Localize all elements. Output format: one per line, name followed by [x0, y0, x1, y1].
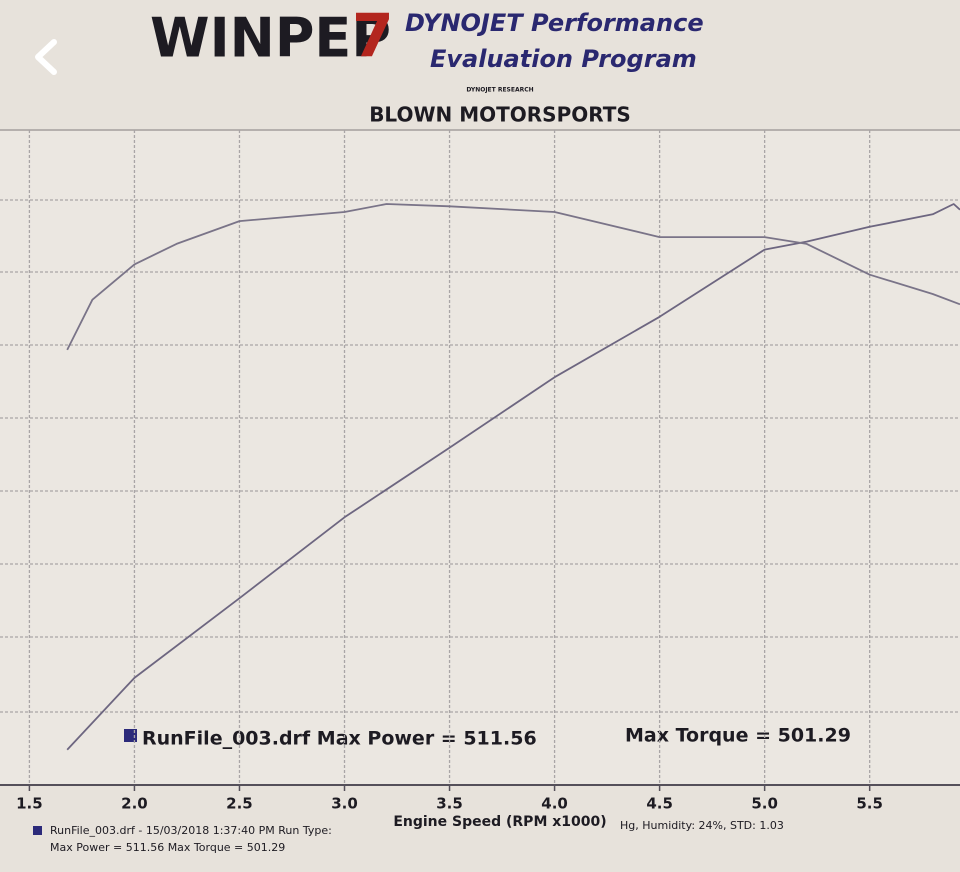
footer-line1-right: Hg, Humidity: 24%, STD: 1.03: [620, 819, 784, 832]
brand: WINPEP: [150, 7, 391, 70]
header-line1: DYNOJET Performance: [405, 9, 704, 37]
plot-area: [0, 130, 960, 785]
x-tick-label: 2.0: [121, 795, 148, 813]
x-tick-label: 4.0: [541, 795, 568, 813]
footer-swatch: [33, 826, 42, 835]
x-tick-label: 3.0: [331, 795, 358, 813]
line-series: [66, 203, 960, 351]
footer-line2: Max Power = 511.56 Max Torque = 501.29: [50, 841, 285, 854]
x-tick-label: 3.5: [436, 795, 463, 813]
brand-number: 7: [352, 2, 394, 72]
x-tick-label: 1.5: [16, 795, 43, 813]
x-tick-label: 2.5: [226, 795, 253, 813]
x-tick-label: 5.0: [751, 795, 778, 813]
back-button[interactable]: [35, 39, 57, 75]
x-tick-label: 5.5: [856, 795, 883, 813]
header-line2: Evaluation Program: [430, 45, 697, 73]
x-tick-label: 4.5: [646, 795, 673, 813]
annotation-torque: Max Torque = 501.29: [625, 725, 851, 747]
footer-line1-left: RunFile_003.drf - 15/03/2018 1:37:40 PM …: [50, 824, 332, 837]
chart-title: BLOWN MOTORSPORTS: [369, 103, 631, 127]
legend-swatch: [124, 729, 137, 742]
annotation-power: RunFile_003.drf Max Power = 511.56: [142, 728, 537, 750]
horizontal-grid: [0, 199, 960, 713]
x-axis-title: Engine Speed (RPM x1000): [393, 814, 606, 830]
header-small: DYNOJET RESEARCH: [466, 87, 533, 94]
line-series: [66, 203, 960, 751]
